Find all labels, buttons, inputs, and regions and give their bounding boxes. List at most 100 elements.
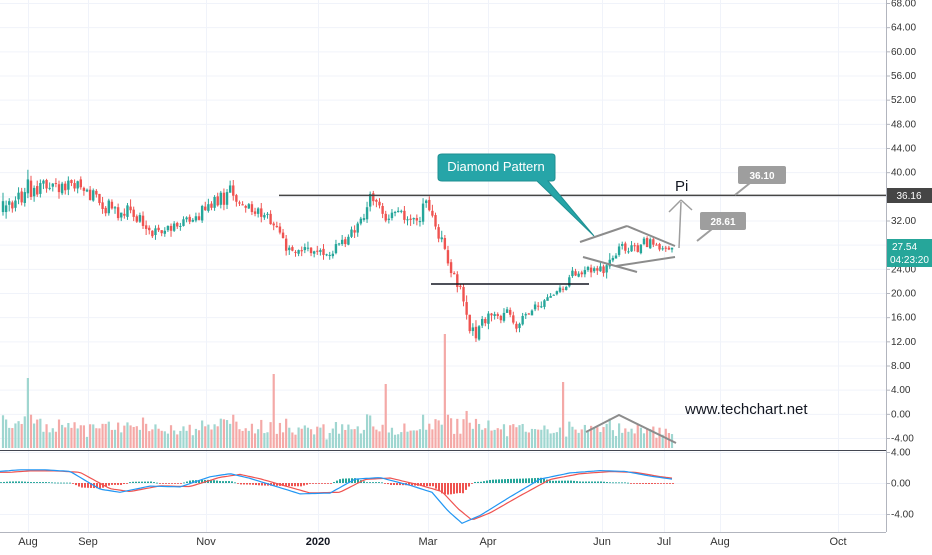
volume-bar xyxy=(384,384,387,448)
macd-histogram-bar xyxy=(0,482,2,483)
diamond-edge xyxy=(615,256,676,267)
macd-histogram-bar xyxy=(177,483,179,484)
candle-body xyxy=(368,193,372,207)
volume-bar xyxy=(390,427,394,448)
volume-bar xyxy=(163,431,166,448)
volume-bar xyxy=(123,425,126,448)
macd-histogram-bar xyxy=(531,478,533,483)
diamond-pattern-callout[interactable]: Diamond Pattern xyxy=(437,153,595,237)
candle-body xyxy=(487,313,490,324)
candle-body xyxy=(132,209,135,217)
candle-body xyxy=(64,183,67,191)
volume-bar xyxy=(135,426,138,448)
macd-histogram-bar xyxy=(600,481,602,483)
volume-bar xyxy=(421,414,425,448)
macd-histogram-bar xyxy=(165,483,167,484)
candle-body xyxy=(260,208,263,217)
macd-histogram-bar xyxy=(570,480,572,483)
macd-histogram-bar xyxy=(576,481,578,483)
macd-histogram-bar xyxy=(234,482,236,484)
volume-bar xyxy=(502,424,506,448)
y-tick-label: 40.00 xyxy=(891,168,916,179)
macd-histogram-bar xyxy=(288,483,290,487)
y-tick-label: 64.00 xyxy=(891,23,916,34)
macd-histogram-bar xyxy=(330,483,332,484)
macd-histogram-bar xyxy=(114,483,116,485)
volume-bar xyxy=(614,435,618,448)
volume-bar xyxy=(42,431,45,448)
volume-bar xyxy=(449,418,453,448)
candle-body xyxy=(241,204,244,206)
candle-body xyxy=(418,221,422,223)
volume-bar xyxy=(540,429,543,448)
volume-bar xyxy=(185,430,188,448)
candle-body xyxy=(210,203,213,208)
volume-bar xyxy=(300,428,303,448)
volume-bar xyxy=(61,424,64,448)
macd-histogram-bar xyxy=(354,478,356,483)
candle-body xyxy=(652,239,655,245)
volume-bar xyxy=(400,432,403,448)
candle-body xyxy=(235,195,238,202)
candle-body xyxy=(372,193,375,202)
macd-histogram-bar xyxy=(150,481,152,483)
volume-bar xyxy=(179,430,182,448)
macd-histogram-bar xyxy=(483,481,485,483)
macd-histogram-bar xyxy=(519,478,521,483)
callout-bubble xyxy=(437,153,595,237)
volume-bar xyxy=(275,433,278,448)
candle-body xyxy=(449,262,453,274)
macd-histogram-bar xyxy=(453,483,455,494)
macd-histogram-bar xyxy=(507,479,509,483)
macd-histogram-bar xyxy=(36,482,38,483)
volume-bar xyxy=(437,420,440,448)
candle-body xyxy=(521,315,524,325)
macd-histogram-bar xyxy=(585,481,587,483)
candle-body xyxy=(462,286,465,302)
macd-histogram-bar xyxy=(27,481,29,483)
candle-body xyxy=(176,222,179,227)
target-low-label[interactable]: 28.61 xyxy=(696,212,746,242)
macd-histogram-bar xyxy=(399,483,401,486)
candlesticks xyxy=(1,169,674,342)
last-price-box xyxy=(887,239,932,267)
macd-histogram-bar xyxy=(651,483,653,485)
candle-body xyxy=(409,218,412,220)
macd-histogram-bar xyxy=(552,480,554,483)
candle-body xyxy=(48,187,51,189)
y-tick-label: 32.00 xyxy=(891,216,916,227)
macd-histogram-bar xyxy=(627,482,629,484)
volume-bar xyxy=(110,429,114,448)
volume-bar xyxy=(440,424,443,448)
macd-histogram-bar xyxy=(426,483,428,487)
candle-body xyxy=(238,202,241,204)
macd-histogram-bar xyxy=(111,483,113,485)
macd-histogram-bar xyxy=(87,483,89,488)
volume-bar xyxy=(129,425,132,448)
volume-bar xyxy=(225,420,229,448)
candle-body xyxy=(599,266,602,272)
macd-histogram-bar xyxy=(21,481,23,483)
volume-bar xyxy=(406,431,409,448)
volume-bar xyxy=(132,426,135,448)
volume-bar xyxy=(642,433,646,448)
candle-body xyxy=(574,271,577,276)
volume-bar xyxy=(29,414,33,448)
volume-bar xyxy=(54,431,57,448)
candle-body xyxy=(309,247,313,254)
macd-histogram-bar xyxy=(96,483,98,489)
candle-body xyxy=(256,208,260,214)
candle-body xyxy=(306,247,310,249)
volume-bar xyxy=(555,432,558,448)
macd-histogram-bar xyxy=(408,483,410,486)
macd-histogram-bar xyxy=(534,478,536,483)
target-high-label[interactable]: 36.10 xyxy=(734,166,786,196)
volume-bar xyxy=(633,433,636,448)
volume-bar xyxy=(537,429,540,448)
candle-body xyxy=(505,309,509,313)
candle-body xyxy=(23,192,26,203)
candle-body xyxy=(29,180,33,197)
macd-histogram-bar xyxy=(573,480,575,483)
volume-bar xyxy=(253,433,257,448)
candle-body xyxy=(565,286,568,290)
